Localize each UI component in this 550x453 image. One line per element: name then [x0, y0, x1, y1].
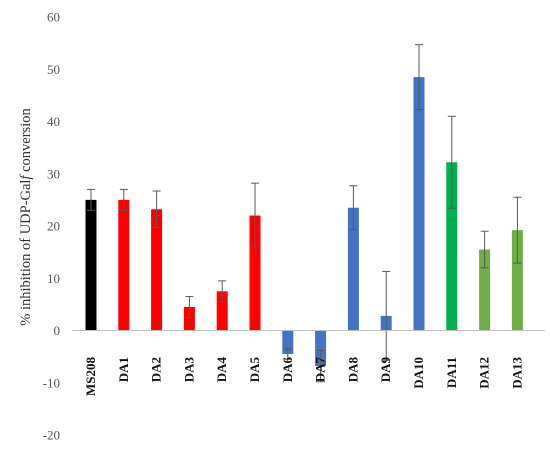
y-tick-label: 30 [47, 166, 60, 181]
bar-da4 [216, 291, 228, 331]
x-tick-label-da3: DA3 [181, 357, 196, 383]
y-axis-ticks: -20 -10 0 10 20 30 40 50 60 [43, 10, 60, 443]
bar-da11 [446, 162, 458, 331]
x-tick-label-da1: DA1 [116, 357, 131, 382]
bar-da7 [315, 330, 327, 367]
bar-da5 [249, 215, 261, 331]
bar-da1 [118, 199, 130, 331]
error-bar-da2 [152, 190, 161, 229]
x-tick-label-ms208: MS208 [83, 357, 98, 397]
bars [85, 77, 523, 367]
y-tick-label: 20 [47, 219, 60, 234]
x-tick-label-da9: DA9 [378, 357, 393, 383]
bar-da10 [413, 77, 425, 331]
y-tick-label: -20 [43, 428, 60, 443]
x-tick-label-da7: DA7 [313, 357, 328, 383]
error-bar-da8 [349, 185, 358, 231]
error-bar-da1 [119, 188, 128, 211]
x-tick-label-da8: DA8 [345, 357, 360, 383]
error-bar-da13 [513, 196, 522, 264]
bar-da3 [183, 306, 195, 331]
y-tick-label: 50 [47, 62, 60, 77]
x-tick-label-da13: DA13 [509, 357, 524, 389]
y-tick-label: -10 [43, 375, 60, 390]
error-bar-da7 [316, 349, 325, 383]
category-labels: MS208 DA1 DA2 DA3 DA4 DA5 DA6 DA7 DA8 DA9 DA10 DA11… [83, 357, 524, 397]
error-bar-ms208 [87, 188, 95, 211]
error-bars [87, 44, 522, 383]
x-tick-label-da5: DA5 [247, 357, 262, 383]
bar-da2 [151, 209, 163, 331]
x-tick-label-da6: DA6 [280, 357, 295, 383]
error-bar-da6 [283, 348, 292, 360]
error-bar-da5 [251, 182, 259, 249]
bar-da13 [511, 230, 523, 331]
y-tick-label: 0 [54, 323, 61, 338]
error-bar-da3 [185, 296, 194, 318]
error-bar-da11 [447, 115, 456, 209]
bar-da6 [282, 330, 294, 355]
x-tick-label-da11: DA11 [444, 357, 459, 388]
bar-da8 [347, 207, 359, 331]
x-tick-label-da10: DA10 [411, 357, 426, 389]
error-bar-da4 [218, 280, 227, 303]
error-bar-da10 [415, 44, 423, 110]
y-tick-label: 10 [47, 271, 60, 286]
x-tick-label-da4: DA4 [214, 357, 229, 383]
x-tick-label-da2: DA2 [149, 357, 164, 382]
y-axis-title: % inhibition of UDP-Galf conversion [18, 108, 34, 326]
bar-ms208 [85, 199, 97, 331]
error-bar-da9 [382, 270, 391, 361]
bar-da12 [479, 249, 491, 331]
error-bar-da12 [480, 230, 489, 269]
y-tick-label: 60 [47, 10, 60, 25]
y-tick-label: 40 [47, 114, 60, 129]
x-tick-label-da12: DA12 [477, 357, 492, 389]
